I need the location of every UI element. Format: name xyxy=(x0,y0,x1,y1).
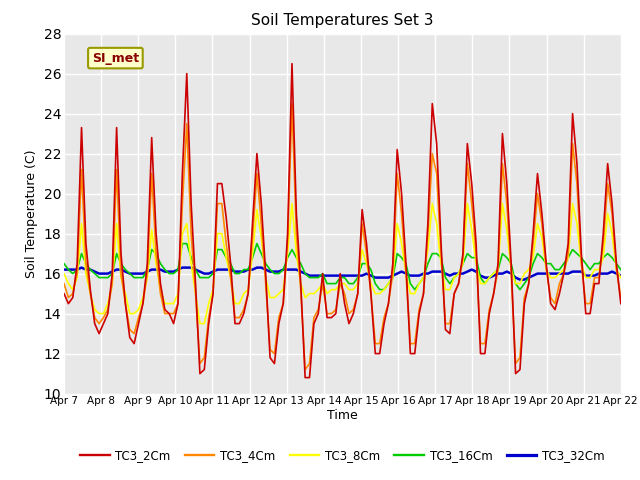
Y-axis label: Soil Temperature (C): Soil Temperature (C) xyxy=(25,149,38,278)
X-axis label: Time: Time xyxy=(327,409,358,422)
Title: Soil Temperatures Set 3: Soil Temperatures Set 3 xyxy=(251,13,434,28)
Text: SI_met: SI_met xyxy=(92,51,139,65)
Legend: TC3_2Cm, TC3_4Cm, TC3_8Cm, TC3_16Cm, TC3_32Cm: TC3_2Cm, TC3_4Cm, TC3_8Cm, TC3_16Cm, TC3… xyxy=(76,444,609,467)
